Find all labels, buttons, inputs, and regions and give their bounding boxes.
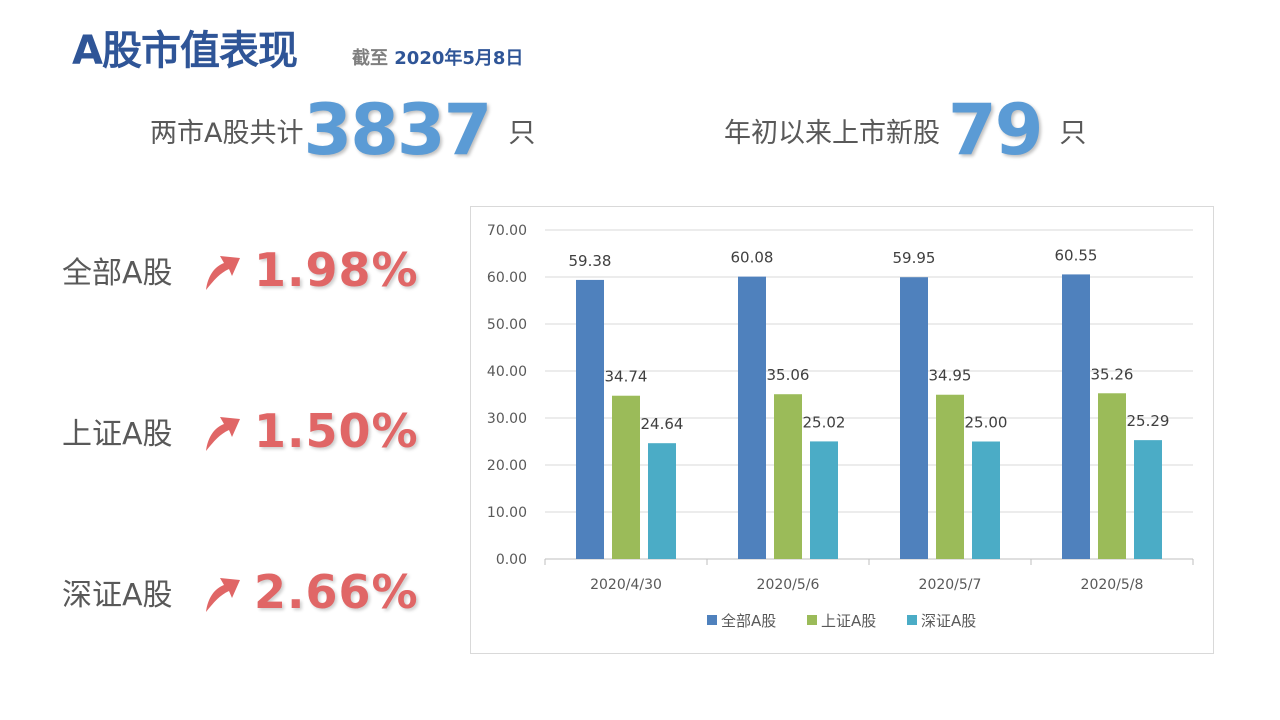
data-label: 59.38 xyxy=(569,252,612,270)
bar xyxy=(900,277,928,559)
legend-swatch xyxy=(707,615,717,625)
legend-swatch xyxy=(907,615,917,625)
up-arrow-icon xyxy=(206,417,240,451)
total-stocks-stat: 两市A股共计 3837 只 xyxy=(150,89,536,171)
new-listings-value: 79 xyxy=(948,89,1043,171)
performance-row-all: 全部A股 1.98% xyxy=(62,240,419,300)
bar xyxy=(936,394,964,559)
y-tick-label: 30.00 xyxy=(487,411,527,427)
legend-label: 全部A股 xyxy=(721,612,776,630)
bar-chart: 0.00 10.00 20.00 30.00 40.00 50.00 60.00 70.00 2… xyxy=(487,223,1194,630)
new-listings-label: 年初以来上市新股 xyxy=(724,117,940,149)
data-label: 60.08 xyxy=(731,249,774,267)
x-tick-label: 2020/5/8 xyxy=(1081,577,1144,593)
x-tick-label: 2020/5/6 xyxy=(757,577,820,593)
bar xyxy=(738,276,766,559)
data-label: 35.06 xyxy=(767,366,810,384)
performance-change: 2.66% xyxy=(254,565,419,619)
bar xyxy=(612,395,640,559)
new-listings-unit: 只 xyxy=(1059,117,1087,149)
legend-label: 上证A股 xyxy=(821,612,876,630)
legend-swatch xyxy=(807,615,817,625)
performance-label: 深证A股 xyxy=(62,578,173,613)
total-stocks-label: 两市A股共计 xyxy=(150,117,304,149)
performance-label: 上证A股 xyxy=(62,417,173,452)
data-label: 34.74 xyxy=(605,368,648,386)
market-cap-chart: 0.00 10.00 20.00 30.00 40.00 50.00 60.00 70.00 2… xyxy=(470,206,1214,654)
data-label: 25.00 xyxy=(965,414,1008,432)
total-stocks-unit: 只 xyxy=(508,117,536,149)
bar xyxy=(774,394,802,559)
up-arrow-icon xyxy=(206,578,240,612)
as-of-date: 截至 2020年5月8日 xyxy=(352,44,523,70)
y-tick-label: 0.00 xyxy=(496,552,527,568)
total-stocks-value: 3837 xyxy=(303,89,492,171)
data-label: 25.02 xyxy=(803,413,846,431)
x-tick-label: 2020/4/30 xyxy=(590,577,662,593)
data-label: 24.64 xyxy=(641,415,684,433)
y-tick-label: 70.00 xyxy=(487,223,527,239)
performance-change: 1.50% xyxy=(254,404,419,458)
bar xyxy=(1134,440,1162,559)
bar xyxy=(972,441,1000,559)
bar xyxy=(810,441,838,559)
bar xyxy=(576,279,604,559)
data-label: 59.95 xyxy=(893,249,936,267)
y-tick-label: 10.00 xyxy=(487,505,527,521)
legend-label: 深证A股 xyxy=(921,612,976,630)
performance-row-sz: 深证A股 2.66% xyxy=(62,562,419,622)
data-label: 34.95 xyxy=(929,367,972,385)
y-tick-label: 60.00 xyxy=(487,270,527,286)
x-tick-label: 2020/5/7 xyxy=(919,577,982,593)
y-tick-label: 20.00 xyxy=(487,458,527,474)
data-label: 35.26 xyxy=(1091,365,1134,383)
bar xyxy=(1062,274,1090,559)
new-listings-stat: 年初以来上市新股 79 只 xyxy=(724,89,1087,171)
y-tick-label: 50.00 xyxy=(487,317,527,333)
y-tick-label: 40.00 xyxy=(487,364,527,380)
as-of-date-value: 2020年5月8日 xyxy=(394,48,524,69)
data-label: 60.55 xyxy=(1055,246,1098,264)
performance-row-sh: 上证A股 1.50% xyxy=(62,401,419,461)
page-title: A股市值表现 xyxy=(72,28,298,74)
performance-change: 1.98% xyxy=(254,243,419,297)
as-of-label: 截至 xyxy=(352,48,388,69)
bar xyxy=(648,443,676,559)
bar xyxy=(1098,393,1126,559)
data-label: 25.29 xyxy=(1127,412,1170,430)
performance-label: 全部A股 xyxy=(62,256,173,291)
up-arrow-icon xyxy=(206,256,240,290)
